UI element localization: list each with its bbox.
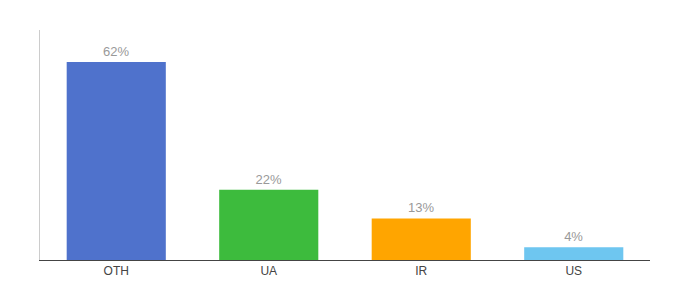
svg-text:IR: IR [415, 264, 427, 278]
svg-text:UA: UA [260, 264, 277, 278]
svg-text:US: US [565, 264, 582, 278]
svg-text:4%: 4% [564, 229, 583, 244]
svg-text:22%: 22% [256, 172, 282, 187]
svg-text:62%: 62% [103, 44, 129, 59]
svg-text:13%: 13% [408, 200, 434, 215]
svg-text:OTH: OTH [104, 264, 129, 278]
